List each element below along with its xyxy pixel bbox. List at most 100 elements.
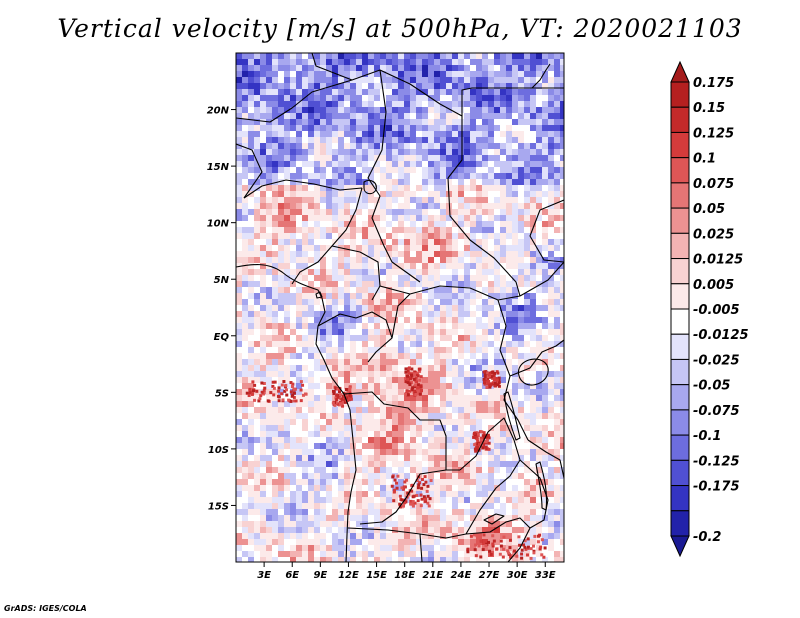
field-cell bbox=[374, 503, 381, 510]
field-cell bbox=[416, 353, 423, 360]
field-cell bbox=[530, 59, 537, 66]
field-cell bbox=[386, 347, 393, 354]
field-cell bbox=[420, 389, 423, 392]
field-cell bbox=[260, 149, 267, 156]
field-cell bbox=[542, 101, 549, 108]
field-cell bbox=[362, 317, 369, 324]
field-cell bbox=[260, 305, 267, 312]
field-cell bbox=[464, 503, 471, 510]
field-cell bbox=[236, 293, 243, 300]
field-cell bbox=[470, 143, 477, 150]
field-cell bbox=[302, 491, 309, 498]
field-cell bbox=[494, 431, 501, 438]
field-cell bbox=[266, 521, 273, 528]
field-cell bbox=[434, 275, 441, 282]
field-cell bbox=[266, 485, 273, 492]
field-cell bbox=[296, 125, 303, 132]
field-cell bbox=[314, 125, 321, 132]
field-cell bbox=[560, 479, 567, 486]
field-cell bbox=[362, 431, 369, 438]
field-cell bbox=[284, 545, 291, 552]
field-cell bbox=[446, 383, 453, 390]
field-cell bbox=[332, 365, 339, 372]
field-cell bbox=[308, 383, 315, 390]
field-cell bbox=[308, 485, 315, 492]
field-cell bbox=[458, 299, 465, 306]
field-cell bbox=[512, 131, 519, 138]
field-cell bbox=[338, 101, 345, 108]
field-cell bbox=[548, 161, 555, 168]
field-cell bbox=[308, 311, 315, 318]
field-cell bbox=[290, 515, 297, 522]
field-cell bbox=[530, 371, 537, 378]
field-cell bbox=[560, 425, 567, 432]
field-cell bbox=[272, 449, 279, 456]
field-cell bbox=[458, 179, 465, 186]
field-cell bbox=[374, 329, 381, 336]
field-cell bbox=[542, 299, 549, 306]
field-cell bbox=[284, 353, 291, 360]
field-cell bbox=[452, 545, 459, 552]
field-cell bbox=[332, 179, 339, 186]
field-cell bbox=[272, 545, 279, 552]
field-cell bbox=[326, 275, 333, 282]
field-cell bbox=[410, 305, 417, 312]
field-cell bbox=[326, 473, 333, 480]
field-cell bbox=[338, 329, 345, 336]
field-cell bbox=[502, 556, 505, 559]
field-cell bbox=[428, 209, 435, 216]
field-cell bbox=[416, 269, 423, 276]
field-cell bbox=[248, 257, 255, 264]
field-cell bbox=[362, 335, 369, 342]
field-cell bbox=[464, 395, 471, 402]
field-cell bbox=[452, 371, 459, 378]
field-cell bbox=[440, 299, 447, 306]
field-cell bbox=[284, 173, 291, 180]
field-cell bbox=[482, 233, 489, 240]
field-cell bbox=[236, 137, 243, 144]
field-cell bbox=[242, 185, 249, 192]
field-cell bbox=[350, 365, 357, 372]
field-cell bbox=[338, 113, 345, 120]
field-cell bbox=[332, 431, 339, 438]
field-cell bbox=[326, 137, 333, 144]
field-cell bbox=[434, 83, 441, 90]
field-cell bbox=[482, 407, 489, 414]
field-cell bbox=[386, 539, 393, 546]
field-cell bbox=[422, 305, 429, 312]
field-cell bbox=[548, 431, 555, 438]
field-cell bbox=[350, 407, 357, 414]
field-cell bbox=[362, 527, 369, 534]
field-cell bbox=[404, 191, 411, 198]
field-cell bbox=[542, 269, 549, 276]
field-cell bbox=[266, 251, 273, 258]
field-cell bbox=[548, 251, 555, 258]
field-cell bbox=[434, 263, 441, 270]
field-cell bbox=[242, 71, 249, 78]
field-cell bbox=[440, 65, 447, 72]
field-cell bbox=[476, 263, 483, 270]
field-cell bbox=[536, 149, 543, 156]
field-cell bbox=[272, 275, 279, 282]
field-cell bbox=[308, 491, 315, 498]
field-cell bbox=[548, 299, 555, 306]
field-cell bbox=[296, 419, 303, 426]
field-cell bbox=[536, 449, 543, 456]
field-cell bbox=[554, 125, 561, 132]
field-cell bbox=[458, 437, 465, 444]
field-cell bbox=[350, 83, 357, 90]
field-cell bbox=[284, 221, 291, 228]
field-cell bbox=[314, 173, 321, 180]
field-cell bbox=[266, 113, 273, 120]
field-cell bbox=[236, 83, 243, 90]
field-cell bbox=[320, 329, 327, 336]
field-cell bbox=[482, 227, 489, 234]
field-cell bbox=[374, 77, 381, 84]
field-cell bbox=[260, 347, 267, 354]
field-cell bbox=[308, 503, 315, 510]
field-cell bbox=[452, 521, 459, 528]
field-cell bbox=[260, 557, 267, 564]
field-cell bbox=[506, 305, 513, 312]
field-cell bbox=[470, 53, 477, 60]
field-cell bbox=[440, 293, 447, 300]
